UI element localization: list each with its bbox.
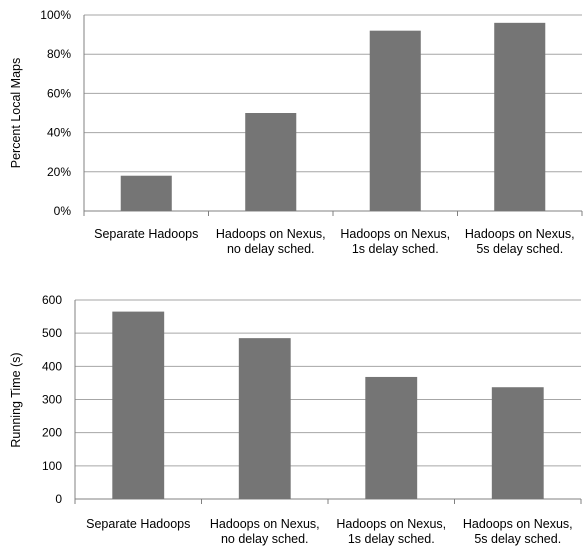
x-category-label: Hadoops on Nexus, [463,517,573,531]
y-tick-label: 80% [47,47,71,61]
y-tick-label: 200 [42,426,62,440]
y-tick-label: 400 [42,359,62,373]
running-time-chart: Running Time (s) 0 100 200 300 400 500 600 Sepa… [9,293,582,546]
x-category-label: no delay sched. [227,242,315,256]
bar [245,113,297,211]
x-category-label: 5s delay sched. [474,532,561,546]
bar [369,30,421,212]
x-category-label: Hadoops on Nexus, [340,227,450,241]
y-tick-label: 20% [47,165,71,179]
bar [365,376,418,499]
local-maps-chart: Percent Local Maps 0% 20% 40% 60% 80% 100% Sep… [9,8,583,256]
y-axis-title: Percent Local Maps [9,58,23,168]
bar [494,22,546,212]
bar [120,175,172,211]
x-category-label: Separate Hadoops [86,517,190,531]
bar [112,311,165,499]
x-category-label: Hadoops on Nexus, [336,517,446,531]
y-tick-label: 0% [54,204,72,218]
x-category-label: 5s delay sched. [476,242,563,256]
y-tick-label: 40% [47,126,71,140]
y-tick-label: 0 [55,492,62,506]
y-axis-title: Running Time (s) [9,352,23,447]
y-tick-label: 60% [47,86,71,100]
y-tick-label: 500 [42,326,62,340]
x-category-label: 1s delay sched. [352,242,439,256]
y-tick-label: 300 [42,393,62,407]
bar [238,338,291,499]
x-category-label: no delay sched. [221,532,309,546]
x-category-label: Hadoops on Nexus, [210,517,320,531]
x-category-label: 1s delay sched. [348,532,435,546]
y-tick-label: 600 [42,293,62,307]
x-category-label: Hadoops on Nexus, [465,227,575,241]
y-tick-label: 100% [40,8,71,22]
bar [491,387,544,499]
y-tick-label: 100 [42,459,62,473]
x-category-label: Hadoops on Nexus, [216,227,326,241]
x-category-label: Separate Hadoops [94,227,198,241]
